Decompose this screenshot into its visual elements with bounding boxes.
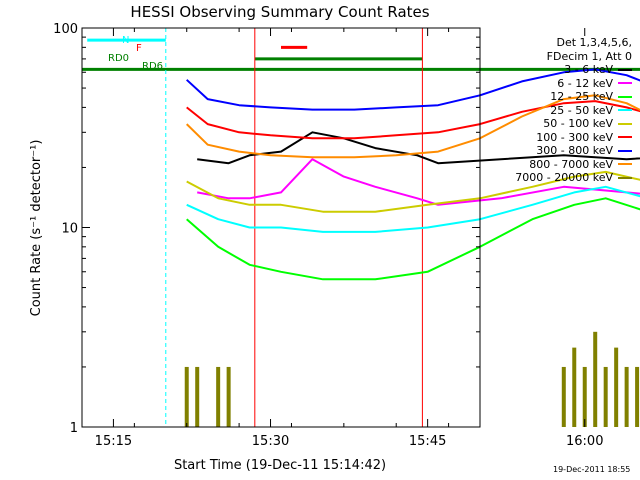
series-line-100-300-kev xyxy=(186,100,640,140)
legend-swatch xyxy=(618,136,632,139)
legend-swatch xyxy=(618,163,632,166)
chart-title: HESSI Observing Summary Count Rates xyxy=(130,3,429,21)
legend-label: 800 - 7000 keV xyxy=(529,157,613,171)
y-axis-label: Count Rate (s⁻¹ detector⁻¹) xyxy=(29,140,44,317)
legend-swatch xyxy=(618,149,632,152)
series-bar-7000-20000kev xyxy=(614,347,619,427)
series-line-50-100-kev xyxy=(186,170,640,213)
legend-swatch xyxy=(618,68,632,71)
legend-header-line-2: FDecim 1, Att 0 xyxy=(546,49,632,63)
x-axis-label: Start Time (19-Dec-11 15:14:42) xyxy=(174,458,386,473)
annotation-rd0: RD0 xyxy=(108,53,129,64)
legend-item: 6 - 12 keV xyxy=(486,77,632,91)
series-line-300-800-kev xyxy=(186,68,640,111)
series-bar-7000-20000kev xyxy=(561,366,566,427)
series-group xyxy=(184,68,640,427)
legend-swatch xyxy=(618,82,632,85)
legend-item: 100 - 300 keV xyxy=(486,131,632,145)
x-tick-label: 15:15 xyxy=(95,434,132,449)
series-line-12-25-kev xyxy=(186,197,640,281)
series-line-800-7000-kev xyxy=(185,94,640,159)
x-tick-label: 15:45 xyxy=(409,434,446,449)
x-tick-label: 16:00 xyxy=(566,434,603,449)
timestamp: 19-Dec-2011 18:55 xyxy=(553,465,631,474)
annotation-f: F xyxy=(136,43,142,54)
y-axis: 1 10 100 xyxy=(53,22,480,436)
legend-item: 12 - 25 keV xyxy=(486,90,632,104)
flag-bars xyxy=(82,28,640,427)
series-bar-7000-20000kev xyxy=(593,331,598,427)
y-tick-label: 100 xyxy=(53,22,78,37)
legend-item: 25 - 50 keV xyxy=(486,104,632,118)
legend-item: 3 - 6 keV xyxy=(486,63,632,77)
series-line-3-6-kev xyxy=(197,131,640,165)
legend-label: 7000 - 20000 keV xyxy=(515,171,613,184)
legend-label: 50 - 100 keV xyxy=(543,117,613,130)
legend-item: 300 - 800 keV xyxy=(486,144,632,158)
legend-label: 25 - 50 keV xyxy=(550,103,613,117)
series-bar-7000-20000kev xyxy=(624,366,629,427)
legend-item: 800 - 7000 keV xyxy=(486,158,632,172)
legend-label: 100 - 300 keV xyxy=(536,130,613,144)
series-bar-7000-20000kev xyxy=(603,366,608,427)
legend-swatch xyxy=(618,109,632,112)
series-line-25-50-kev xyxy=(186,185,640,233)
legend-label: 3 - 6 keV xyxy=(564,63,613,76)
series-bar-7000-20000kev xyxy=(216,366,221,427)
legend-rows: 3 - 6 keV 6 - 12 keV 12 - 25 keV 25 - 50 ke… xyxy=(486,63,632,185)
series-bar-7000-20000kev xyxy=(226,366,231,427)
legend-swatch xyxy=(618,176,632,179)
legend-swatch xyxy=(618,122,632,125)
legend-label: 300 - 800 keV xyxy=(536,144,613,157)
annotation-n: N xyxy=(122,35,129,46)
series-bar-7000-20000kev xyxy=(195,366,200,427)
legend-item: 50 - 100 keV xyxy=(486,117,632,131)
y-tick-label: 1 xyxy=(70,421,78,436)
series-bar-7000-20000kev xyxy=(582,366,587,427)
series-line-6-12-kev xyxy=(197,158,640,206)
y-tick-label: 10 xyxy=(61,222,78,237)
series-bar-7000-20000kev xyxy=(184,366,189,427)
legend-label: 6 - 12 keV xyxy=(557,76,613,90)
x-tick-label: 15:30 xyxy=(252,434,289,449)
annotation-rd6: RD6 xyxy=(142,61,163,72)
legend: Det 1,3,4,5,6, FDecim 1, Att 0 3 - 6 keV… xyxy=(486,36,632,185)
legend-label: 12 - 25 keV xyxy=(550,90,613,103)
series-bar-7000-20000kev xyxy=(635,366,640,427)
legend-header-line-1: Det 1,3,4,5,6, xyxy=(556,36,632,49)
series-bar-7000-20000kev xyxy=(572,347,577,427)
legend-item: 7000 - 20000 keV xyxy=(486,171,632,185)
legend-swatch xyxy=(618,95,632,98)
